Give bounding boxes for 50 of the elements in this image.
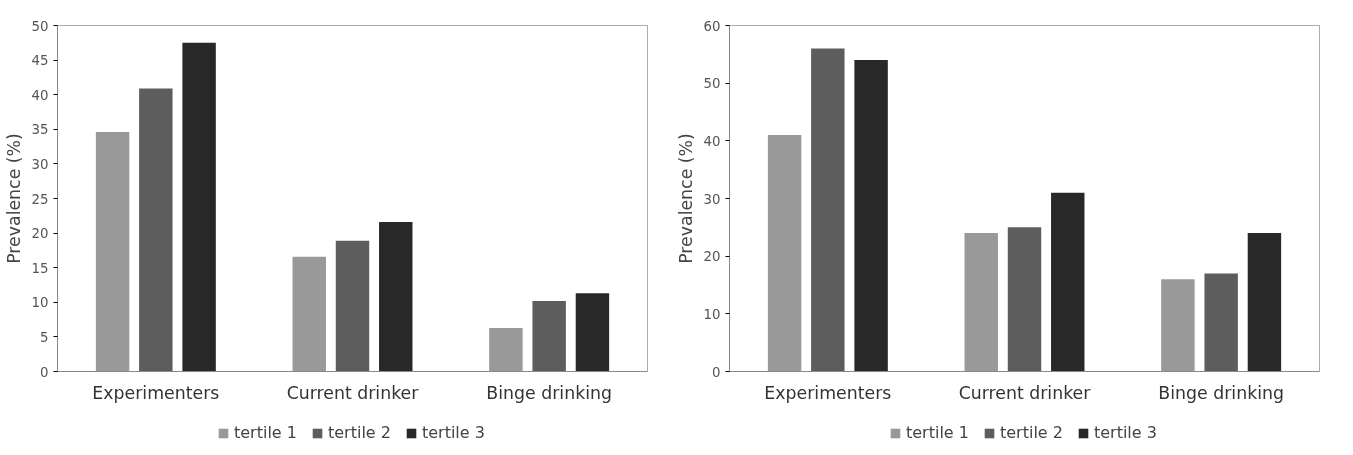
y-tick-label: 40 xyxy=(31,87,49,103)
y-tick-label: 45 xyxy=(31,53,49,69)
bar xyxy=(767,135,802,372)
legend-label: tertile 3 xyxy=(421,423,485,442)
bar xyxy=(379,222,413,372)
legend-label: tertile 3 xyxy=(1093,423,1157,442)
y-tick-label: 0 xyxy=(40,364,49,380)
y-tick-label: 10 xyxy=(703,306,721,322)
y-tick-label: 35 xyxy=(31,122,49,138)
bar xyxy=(1161,279,1195,372)
bar xyxy=(1204,273,1238,372)
y-tick-label: 15 xyxy=(31,260,49,276)
bar xyxy=(292,256,326,372)
bar xyxy=(139,88,173,372)
y-tick-label: 50 xyxy=(703,76,721,92)
bar xyxy=(1051,192,1085,372)
y-tick-label: 20 xyxy=(703,249,721,265)
x-tick-label: Current drinker xyxy=(286,382,420,403)
x-tick-label: Binge drinking xyxy=(486,382,612,403)
bar xyxy=(95,132,130,372)
y-tick-label: 25 xyxy=(31,191,49,207)
y-tick-label: 10 xyxy=(31,295,49,311)
y-axis-title: Prevalence (%) xyxy=(675,133,696,264)
y-tick-label: 30 xyxy=(31,156,49,172)
bar xyxy=(335,240,370,372)
y-tick-label: 5 xyxy=(40,329,49,345)
x-tick-label: Current drinker xyxy=(958,382,1092,403)
bar xyxy=(854,60,888,372)
bar xyxy=(575,293,610,372)
y-tick-label: 40 xyxy=(703,133,721,149)
y-tick-label: 0 xyxy=(712,364,721,380)
legend-label: tertile 2 xyxy=(327,423,391,442)
bar xyxy=(1007,227,1042,372)
bar xyxy=(489,327,523,372)
y-axis-title: Prevalence (%) xyxy=(3,133,24,264)
legend-label: tertile 1 xyxy=(234,423,297,442)
bar xyxy=(811,48,845,372)
bar xyxy=(964,233,998,372)
legend-label: tertile 2 xyxy=(999,423,1063,442)
y-tick-label: 60 xyxy=(703,18,721,34)
bar xyxy=(182,42,216,372)
y-tick-label: 50 xyxy=(31,18,49,34)
y-tick-label: 30 xyxy=(703,191,721,207)
legend-label: tertile 1 xyxy=(906,423,969,442)
x-tick-label: Binge drinking xyxy=(1158,382,1284,403)
y-tick-label: 20 xyxy=(31,226,49,242)
x-tick-label: Experimenters xyxy=(764,382,892,403)
x-tick-label: Experimenters xyxy=(92,382,220,403)
bar xyxy=(532,300,566,372)
bar xyxy=(1247,233,1282,372)
